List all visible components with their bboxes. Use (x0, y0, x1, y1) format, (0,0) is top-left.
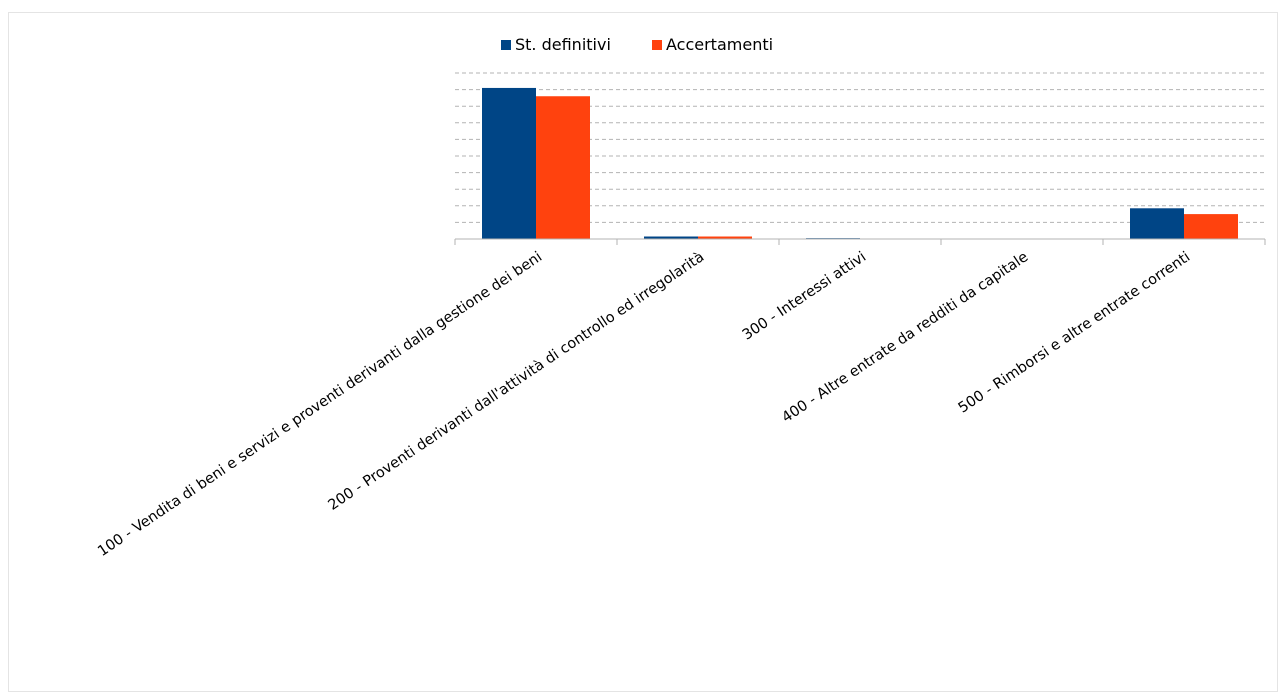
category-labels: 100 - Vendita di beni e servizi e proven… (95, 249, 1193, 560)
bar-accertamenti-1 (536, 96, 590, 239)
legend-swatch (501, 40, 511, 50)
legend: St. definitivi Accertamenti (501, 35, 773, 54)
bar-st-definitivi-1 (482, 88, 536, 239)
category-label: 400 - Altre entrate da redditi da capita… (779, 249, 1031, 426)
bar-accertamenti-5 (1184, 214, 1238, 239)
bars (482, 88, 1238, 239)
x-axis (455, 239, 1265, 245)
legend-label: Accertamenti (666, 35, 773, 54)
category-label: 300 - Interessi attivi (740, 249, 869, 344)
legend-swatch (652, 40, 662, 50)
legend-label: St. definitivi (515, 35, 611, 54)
bar-st-definitivi-5 (1130, 208, 1184, 239)
category-label: 200 - Proventi derivanti dall'attività d… (326, 249, 708, 514)
